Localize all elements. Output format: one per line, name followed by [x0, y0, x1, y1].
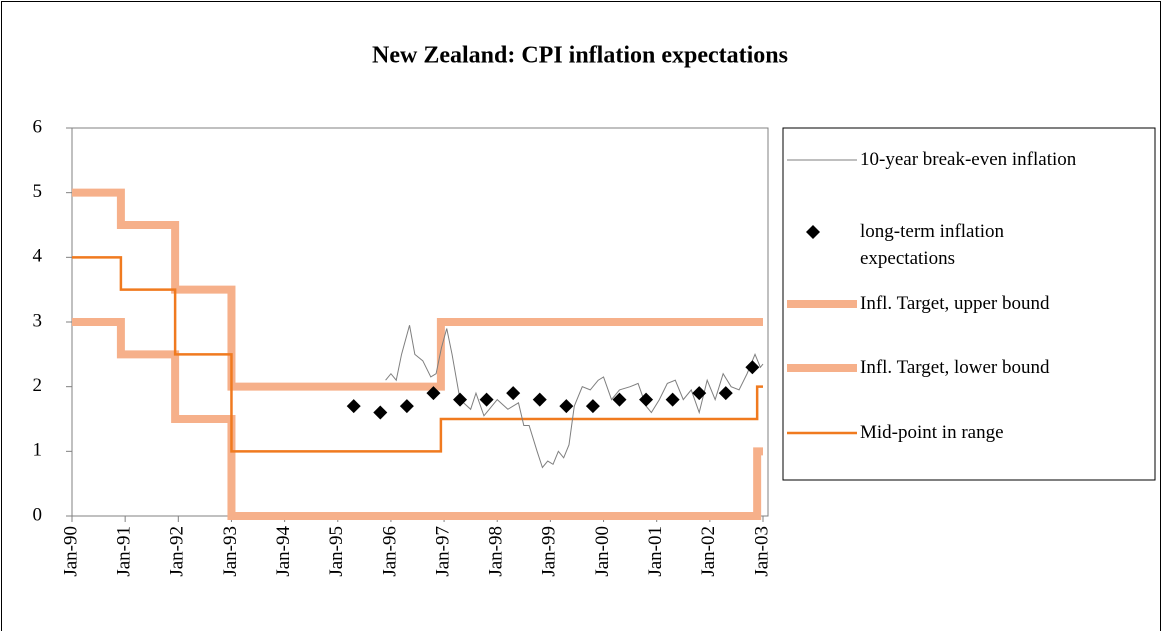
legend-label: Mid-point in range [860, 422, 1004, 443]
legend-entry: Mid-point in range [860, 422, 1004, 443]
legend-label: Infl. Target, upper bound [860, 293, 1050, 314]
marker [718, 386, 733, 401]
legend-entry: 10-year break-even inflation [860, 149, 1077, 170]
series-line [72, 188, 763, 391]
x-tick-label: Jan-01 [645, 526, 666, 577]
series-line [72, 256, 763, 453]
legend-entry: Infl. Target, upper bound [860, 293, 1050, 314]
marker [559, 399, 574, 414]
marker [665, 392, 680, 407]
marker [532, 392, 547, 407]
series-line [385, 325, 764, 469]
marker [346, 399, 361, 414]
marker [585, 399, 600, 414]
y-tick-label: 1 [33, 440, 43, 461]
marker [692, 386, 707, 401]
y-tick-label: 5 [33, 181, 43, 202]
y-tick-label: 2 [33, 375, 43, 396]
marker [612, 392, 627, 407]
marker [426, 386, 441, 401]
x-tick-label: Jan-00 [592, 526, 613, 577]
x-tick-label: Jan-90 [60, 526, 81, 577]
marker [373, 405, 388, 420]
legend-label: Infl. Target, lower bound [860, 357, 1050, 378]
x-tick-label: Jan-98 [486, 526, 507, 577]
marker [639, 392, 654, 407]
x-tick-label: Jan-99 [539, 526, 560, 577]
x-tick-label: Jan-91 [114, 526, 135, 577]
legend-label: 10-year break-even inflation [860, 149, 1077, 170]
y-tick-label: 0 [33, 504, 43, 525]
marker [745, 360, 760, 375]
x-tick-label: Jan-92 [167, 526, 188, 577]
x-tick-label: Jan-02 [698, 526, 719, 577]
legend-label: long-term inflation expectations [860, 221, 1005, 269]
chart-title: New Zealand: CPI inflation expectations [372, 43, 788, 69]
legend-entry: Infl. Target, lower bound [860, 357, 1050, 378]
legend-swatch [806, 225, 820, 239]
x-tick-label: Jan-03 [751, 526, 772, 577]
legend-entry: long-term inflation expectations [860, 221, 1005, 269]
y-tick-label: 3 [33, 310, 43, 331]
y-tick-label: 6 [33, 116, 43, 137]
series-line [72, 318, 763, 520]
x-tick-label: Jan-94 [273, 526, 294, 577]
x-tick-label: Jan-96 [379, 526, 400, 577]
marker [399, 399, 414, 414]
marker [453, 392, 468, 407]
x-tick-label: Jan-97 [432, 526, 453, 577]
x-tick-label: Jan-95 [326, 526, 347, 577]
y-tick-label: 4 [33, 246, 43, 267]
marker [506, 386, 521, 401]
x-tick-label: Jan-93 [220, 526, 241, 577]
marker [479, 392, 494, 407]
